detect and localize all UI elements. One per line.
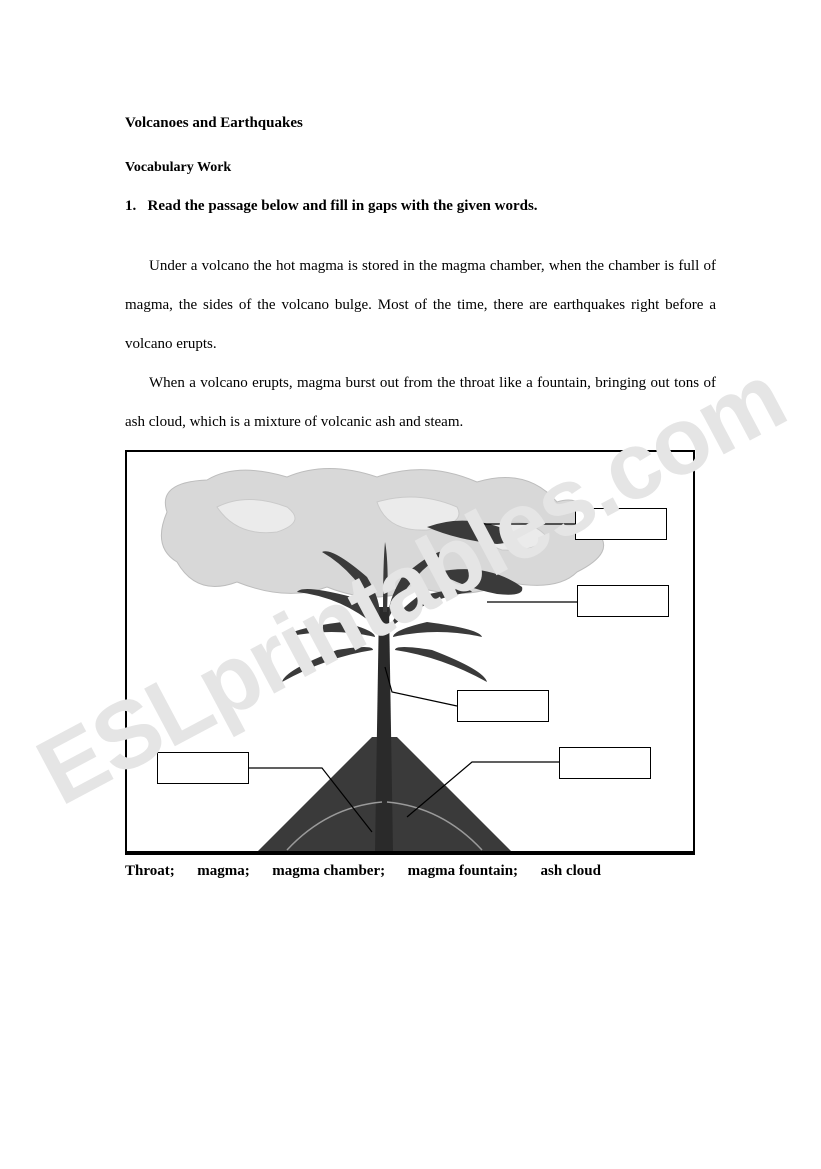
label-box[interactable] — [157, 752, 249, 784]
document-subtitle: Vocabulary Work — [125, 160, 716, 176]
wordbank-item: magma; — [197, 863, 250, 879]
wordbank-item: magma fountain; — [408, 863, 518, 879]
document-title: Volcanoes and Earthquakes — [125, 115, 716, 132]
instruction-line: 1. Read the passage below and fill in ga… — [125, 198, 716, 215]
label-box[interactable] — [559, 747, 651, 779]
passage: Under a volcano the hot magma is stored … — [125, 247, 716, 442]
paragraph-1: Under a volcano the hot magma is stored … — [125, 247, 716, 364]
word-bank: Throat; magma; magma chamber; magma foun… — [125, 863, 716, 880]
wordbank-item: ash cloud — [541, 863, 601, 879]
label-box[interactable] — [575, 508, 667, 540]
label-box[interactable] — [577, 585, 669, 617]
instruction-number: 1. — [125, 198, 136, 214]
label-box[interactable] — [457, 690, 549, 722]
instruction-text: Read the passage below and fill in gaps … — [148, 198, 538, 214]
paragraph-2: When a volcano erupts, magma burst out f… — [125, 364, 716, 442]
wordbank-item: magma chamber; — [272, 863, 385, 879]
volcano-diagram — [125, 450, 695, 855]
wordbank-item: Throat; — [125, 863, 175, 879]
